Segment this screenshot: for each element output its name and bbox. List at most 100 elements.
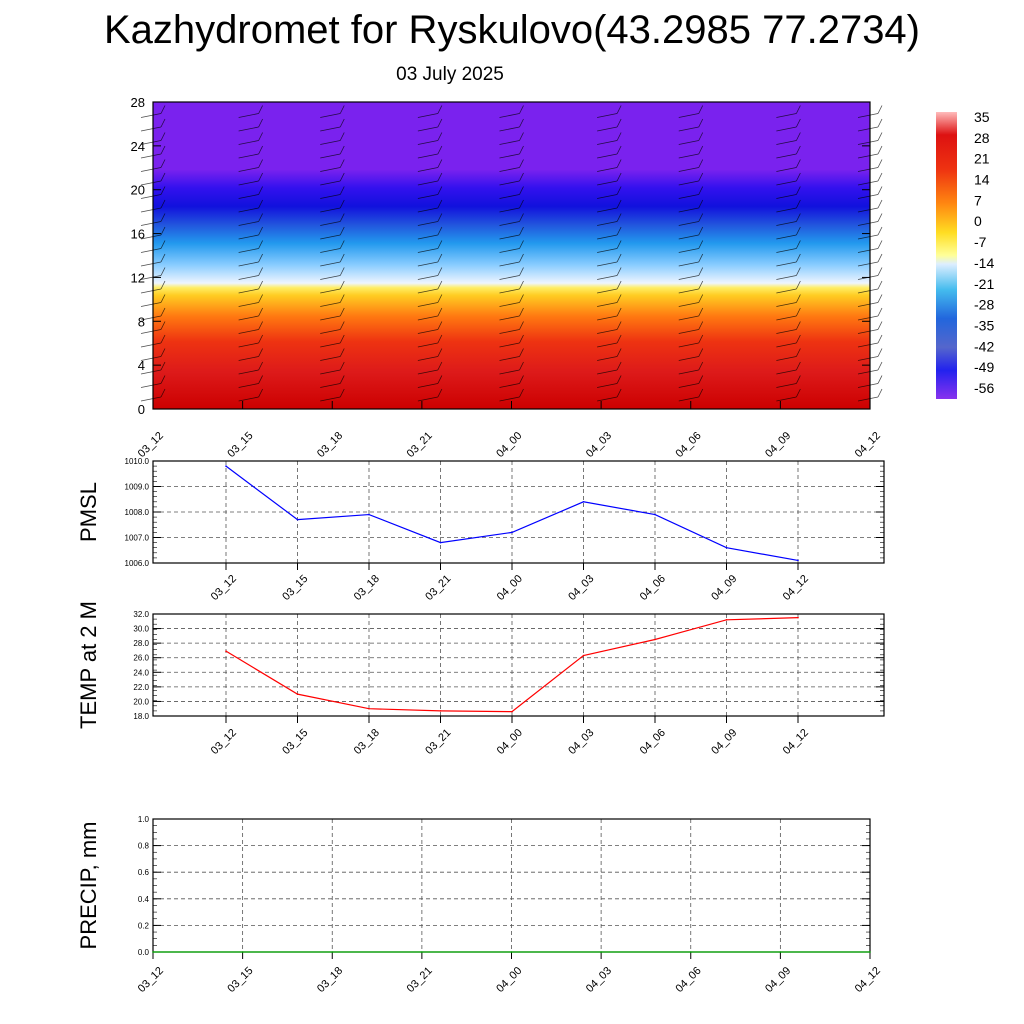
x-tick-label: 04_09 bbox=[709, 573, 739, 603]
wind-barb-flag bbox=[519, 240, 524, 249]
precip-panel: 1.0 0.8 0.6 0.4 0.2 0.0 03_12 03_15 03_18 03_21 04… bbox=[76, 815, 883, 995]
wind-barb-flag bbox=[339, 186, 345, 195]
wind-barb bbox=[597, 275, 618, 280]
y-tick-label: 24 bbox=[131, 139, 145, 154]
wind-barb-flag bbox=[616, 159, 622, 168]
wind-barb bbox=[140, 194, 162, 199]
x-tick-label: 04_00 bbox=[494, 965, 524, 995]
wind-barb-flag bbox=[616, 240, 622, 249]
wind-barb bbox=[320, 180, 341, 186]
y-tick-label: 1008.0 bbox=[125, 508, 150, 517]
wind-barb bbox=[417, 207, 438, 213]
wind-barb-flag bbox=[519, 199, 524, 209]
wind-barb bbox=[857, 329, 879, 334]
wind-barb bbox=[857, 140, 879, 145]
wind-barb bbox=[140, 302, 162, 307]
data-point bbox=[582, 654, 585, 657]
wind-barb-flag bbox=[877, 280, 883, 290]
wind-barb-flag bbox=[796, 240, 801, 249]
wind-barb-flag bbox=[616, 132, 622, 141]
x-tick-label: 04_06 bbox=[674, 965, 704, 995]
wind-barb bbox=[238, 369, 259, 375]
y-tick-label: 1006.0 bbox=[125, 559, 150, 568]
wind-barb bbox=[320, 288, 341, 294]
chart-title: Kazhydromet for Ryskulovo(43.2985 77.273… bbox=[103, 8, 920, 52]
colorbar-gradient bbox=[936, 112, 957, 399]
wind-barb bbox=[417, 221, 438, 226]
wind-barb bbox=[320, 302, 341, 307]
wind-barb-flag bbox=[796, 199, 801, 209]
wind-barb-flag bbox=[616, 267, 622, 276]
wind-barb-flag bbox=[339, 172, 345, 182]
wind-barb bbox=[499, 153, 520, 159]
data-point bbox=[600, 951, 602, 953]
wind-barb bbox=[857, 113, 879, 118]
wind-barb bbox=[776, 396, 797, 402]
wind-barb bbox=[776, 126, 797, 132]
colorbar-label: 28 bbox=[974, 130, 990, 146]
wind-barb bbox=[499, 302, 520, 307]
x-tick-label: 03_18 bbox=[315, 430, 345, 460]
wind-barb bbox=[320, 167, 341, 172]
wind-barb-flag bbox=[877, 199, 883, 209]
data-point bbox=[689, 951, 692, 953]
x-tick-label: 03_18 bbox=[352, 573, 382, 603]
wind-barb bbox=[238, 288, 259, 294]
wind-barb-flag bbox=[698, 172, 704, 182]
wind-barb bbox=[417, 383, 438, 388]
wind-barb bbox=[499, 180, 520, 186]
x-tick-label: 04_12 bbox=[781, 727, 811, 757]
wind-barb bbox=[320, 248, 341, 253]
wind-barb bbox=[499, 342, 520, 348]
wind-barb bbox=[678, 207, 699, 213]
wind-barb bbox=[597, 302, 618, 307]
wind-barb-flag bbox=[877, 388, 883, 398]
wind-barb-flag bbox=[877, 145, 883, 155]
wind-barb-flag bbox=[339, 159, 345, 168]
y-tick-label: 24.0 bbox=[133, 668, 149, 677]
wind-barb-flag bbox=[339, 253, 345, 263]
wind-barb bbox=[140, 113, 162, 118]
wind-barb bbox=[140, 369, 162, 375]
wind-barb bbox=[417, 167, 438, 172]
data-point bbox=[368, 513, 370, 516]
data-point bbox=[331, 951, 334, 953]
wind-barb bbox=[320, 329, 341, 334]
wind-barb-flag bbox=[616, 118, 622, 128]
wind-barb bbox=[238, 248, 259, 253]
data-point bbox=[511, 531, 513, 534]
wind-barb-flag bbox=[519, 159, 524, 168]
wind-barb-flag bbox=[258, 186, 263, 195]
wind-barb bbox=[238, 140, 259, 145]
y-tick-label: 0.6 bbox=[138, 868, 150, 877]
wind-barb bbox=[776, 383, 797, 388]
wind-barb-flag bbox=[437, 294, 443, 303]
wind-barb-flag bbox=[877, 240, 883, 249]
wind-barb bbox=[320, 194, 341, 199]
wind-barb bbox=[417, 275, 438, 280]
wind-barb-flag bbox=[616, 334, 622, 344]
colorbar-label: -35 bbox=[974, 317, 994, 333]
wind-barb bbox=[417, 261, 438, 267]
y-tick-label: 22.0 bbox=[133, 683, 149, 692]
wind-barb-flag bbox=[877, 267, 883, 276]
wind-barb-flag bbox=[437, 159, 443, 168]
wind-barb-flag bbox=[437, 253, 443, 263]
data-point bbox=[439, 710, 442, 712]
wind-barb bbox=[499, 261, 520, 267]
wind-barb-flag bbox=[258, 307, 263, 317]
wind-barb-flag bbox=[796, 307, 801, 317]
colorbar: 35 28 21 14 7 0 -7 -14 -21 -28 -35 -42 -49 -56 bbox=[936, 109, 994, 399]
wind-barb bbox=[857, 275, 879, 280]
wind-barb bbox=[776, 207, 797, 213]
wind-barb bbox=[776, 302, 797, 307]
wind-barb-flag bbox=[160, 348, 166, 357]
wind-barb bbox=[417, 329, 438, 334]
wind-barb-flag bbox=[698, 294, 704, 303]
wind-barb bbox=[776, 167, 797, 172]
data-point bbox=[225, 650, 227, 652]
y-tick-label: 0.2 bbox=[138, 921, 150, 930]
wind-barb bbox=[320, 342, 341, 348]
y-tick-label: 20.0 bbox=[133, 697, 149, 706]
